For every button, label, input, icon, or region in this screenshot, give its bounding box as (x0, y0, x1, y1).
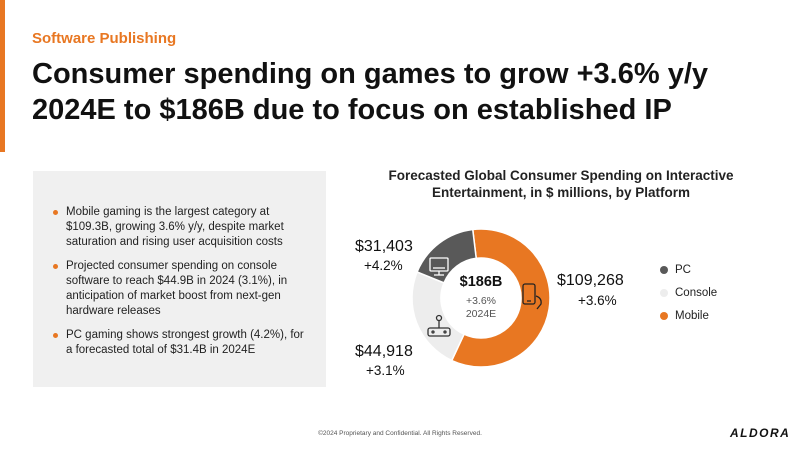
legend-item-mobile: Mobile (660, 309, 717, 323)
chart-title: Forecasted Global Consumer Spending on I… (388, 168, 734, 200)
logo: ALDORA (730, 426, 791, 440)
section-label: Software Publishing (32, 30, 177, 47)
bullet-text: Projected consumer spending on console s… (66, 260, 288, 317)
mobile-phone-icon (522, 283, 542, 310)
bullet-text: PC gaming shows strongest growth (4.2%),… (66, 329, 304, 356)
bullet-dot (53, 210, 58, 215)
legend-label: Console (675, 287, 718, 299)
bullet-text: Mobile gaming is the largest category at… (66, 206, 284, 248)
center-year: 2024E (465, 308, 497, 320)
footer: ©2024 Proprietary and Confidential. All … (318, 430, 482, 437)
page-title: Consumer spending on games to grow +3.6%… (32, 58, 709, 126)
legend-item-pc: PC (660, 263, 717, 277)
pc-growth-label: +4.2% (364, 258, 403, 273)
console-joystick-icon (427, 314, 451, 337)
console-value-label: $44,918 (355, 343, 413, 360)
bullet-list: Mobile gaming is the largest category at… (33, 171, 326, 358)
mobile-growth-label: +3.6% (578, 293, 617, 308)
bullet-dot (53, 264, 58, 269)
legend-swatch (660, 312, 668, 320)
pc-value-label: $31,403 (355, 238, 413, 255)
pc-monitor-icon (429, 257, 449, 276)
legend-swatch (660, 289, 668, 297)
legend-item-console: Console (660, 286, 717, 300)
bullet-panel: Mobile gaming is the largest category at… (33, 171, 326, 387)
bullet-item: Projected consumer spending on console s… (53, 259, 312, 319)
accent-bar (0, 0, 5, 152)
center-total: $186B (459, 274, 503, 290)
bullet-item: PC gaming shows strongest growth (4.2%),… (53, 328, 312, 358)
legend-swatch (660, 266, 668, 274)
mobile-value-label: $109,268 (557, 272, 624, 289)
bullet-dot (53, 333, 58, 338)
center-growth: +3.6% (465, 295, 497, 307)
bullet-item: Mobile gaming is the largest category at… (53, 205, 312, 250)
console-growth-label: +3.1% (366, 363, 405, 378)
pc-slice (416, 228, 478, 284)
legend-label: Mobile (675, 310, 709, 322)
legend: PC Console Mobile (660, 263, 717, 332)
legend-label: PC (675, 264, 691, 276)
mobile-slice (450, 228, 551, 368)
